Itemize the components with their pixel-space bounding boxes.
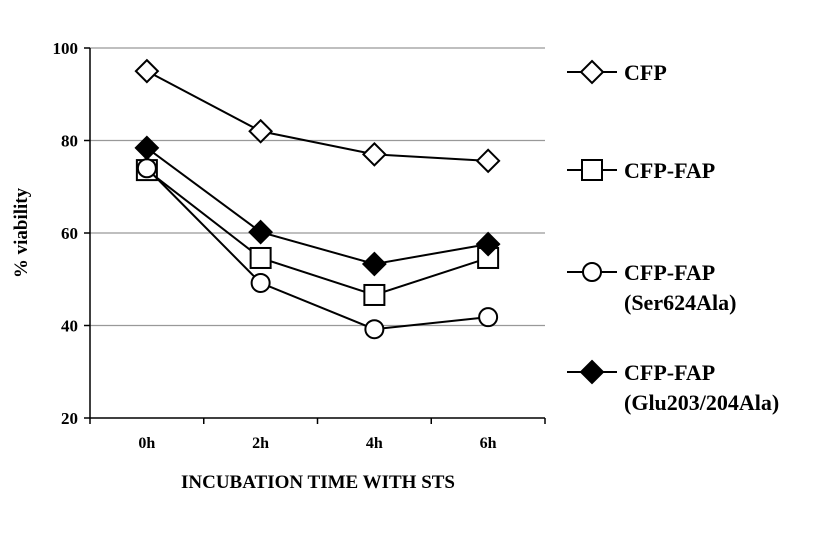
data-point	[134, 58, 160, 84]
x-tick-label: 2h	[252, 435, 269, 452]
data-point	[361, 251, 387, 277]
data-point	[475, 148, 501, 174]
legend-marker	[579, 59, 605, 85]
legend-label: CFP	[624, 60, 667, 85]
legend-marker	[579, 359, 605, 385]
data-point	[361, 141, 387, 167]
legend-marker	[582, 262, 602, 282]
y-tick-label: 20	[61, 409, 78, 428]
series-line	[146, 169, 489, 297]
data-point	[248, 219, 274, 245]
y-tick-label: 60	[61, 224, 78, 243]
legend-label-line2: (Glu203/204Ala)	[624, 390, 779, 415]
data-point	[249, 246, 272, 269]
data-point	[475, 231, 501, 257]
y-tick-label: 40	[61, 317, 78, 336]
legend-label: CFP-FAP	[624, 360, 715, 385]
x-tick-label: 4h	[366, 435, 383, 452]
series-line	[146, 147, 489, 266]
x-axis-label: INCUBATION TIME WITH STS	[181, 472, 455, 493]
x-tick-label: 6h	[480, 435, 497, 452]
y-tick-label: 100	[53, 39, 79, 58]
data-point	[250, 272, 271, 293]
data-point	[134, 135, 160, 161]
data-point	[478, 307, 499, 328]
legend-label: CFP-FAP	[624, 158, 715, 183]
y-tick-label: 80	[61, 132, 78, 151]
series-line	[146, 167, 489, 331]
data-point	[248, 118, 274, 144]
legend-label-line2: (Ser624Ala)	[624, 290, 736, 315]
data-point	[363, 283, 386, 306]
data-point	[136, 158, 157, 179]
data-point	[364, 319, 385, 340]
x-tick-label: 0h	[138, 435, 155, 452]
legend-marker	[581, 159, 603, 181]
legend-label: CFP-FAP	[624, 260, 715, 285]
y-axis-label: % viability	[11, 187, 32, 278]
series-line	[146, 70, 489, 162]
